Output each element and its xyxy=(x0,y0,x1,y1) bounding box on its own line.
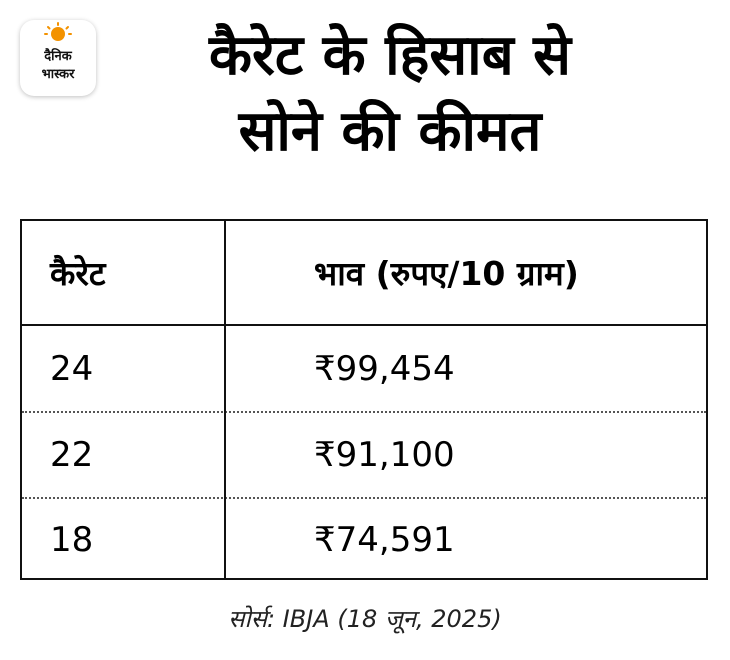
column-divider xyxy=(224,221,226,578)
carat-cell: 22 xyxy=(50,435,94,475)
table-row: 22 ₹91,100 xyxy=(22,413,706,499)
table-row: 18 ₹74,591 xyxy=(22,499,706,580)
logo-text-line2: भास्कर xyxy=(41,67,75,82)
table-header-row: कैरेट भाव (रुपए/10 ग्राम) xyxy=(22,221,706,326)
header-price: भाव (रुपए/10 ग्राम) xyxy=(314,254,579,293)
carat-cell: 18 xyxy=(50,519,94,560)
source-note: सोर्स: IBJA (18 जून, 2025) xyxy=(228,605,502,633)
carat-cell: 24 xyxy=(50,348,94,389)
sun-logo-icon xyxy=(44,22,72,41)
table-row: 24 ₹99,454 xyxy=(22,326,706,413)
title-line1: कैरेट के हिसाब से xyxy=(208,23,572,88)
price-cell: ₹91,100 xyxy=(314,435,455,475)
gold-price-table: कैरेट भाव (रुपए/10 ग्राम) 24 ₹99,454 22 … xyxy=(20,219,708,580)
page-title: कैरेट के हिसाब से सोने की कीमत xyxy=(110,18,670,170)
price-cell: ₹99,454 xyxy=(314,348,455,389)
logo-text-line1: दैनिक xyxy=(44,49,72,64)
header-carat: कैरेट xyxy=(50,254,106,293)
title-line2: सोने की कीमत xyxy=(238,99,542,164)
price-cell: ₹74,591 xyxy=(314,519,455,560)
dainik-bhaskar-logo: दैनिक भास्कर xyxy=(20,20,96,96)
